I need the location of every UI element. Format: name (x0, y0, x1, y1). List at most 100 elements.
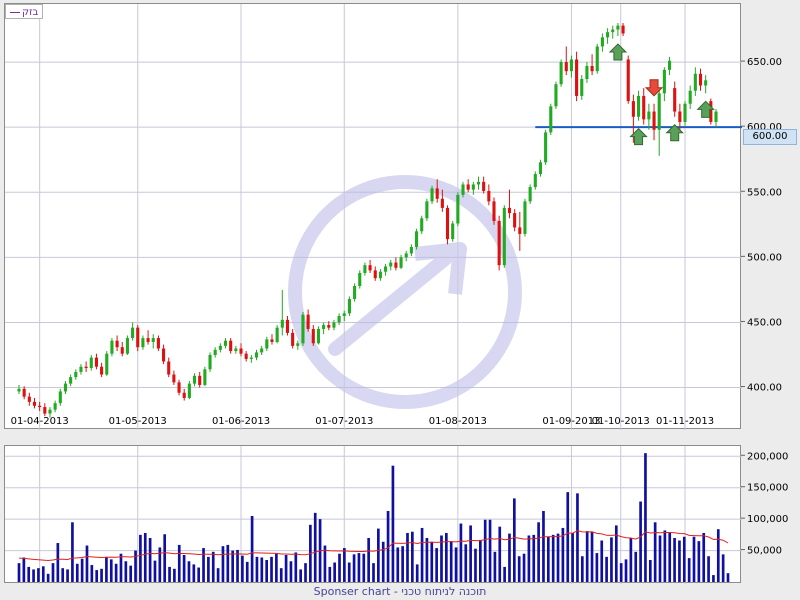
volume-bar (241, 555, 244, 582)
volume-bar (454, 547, 458, 582)
candle-body (580, 79, 584, 96)
volume-bar (697, 541, 701, 582)
volume-bar (211, 551, 215, 582)
candlestick (306, 309, 310, 332)
volume-bar (173, 568, 176, 582)
candlestick (667, 56, 672, 76)
volume-bar (139, 534, 142, 582)
volume-bar (168, 566, 171, 582)
candle-body (192, 375, 197, 384)
volume-bar (328, 566, 332, 582)
price-axis-label: 650.00 (747, 57, 782, 68)
volume-bar (158, 547, 162, 582)
candlestick (115, 335, 119, 352)
candlestick (637, 90, 641, 121)
candle-body (626, 59, 630, 102)
candle-body (94, 357, 98, 367)
candlestick (497, 215, 501, 271)
candlestick (167, 357, 171, 378)
volume-bar (479, 539, 482, 582)
candlestick (363, 262, 367, 276)
volume-bar (411, 531, 414, 582)
date-axis-label: 01-08-2013 (429, 416, 487, 427)
candle-body (327, 325, 331, 328)
volume-bar (678, 540, 681, 582)
candlestick (48, 407, 52, 418)
candle-body (358, 272, 362, 286)
candle-body (409, 246, 413, 254)
volume-bar (517, 556, 521, 582)
candlestick (177, 379, 181, 396)
volume-chart[interactable] (5, 446, 742, 584)
candle-body (53, 403, 57, 410)
candlestick (533, 171, 537, 190)
volume-bar (66, 569, 69, 582)
candle-body (172, 374, 176, 383)
candlestick (673, 81, 677, 117)
candlestick (208, 352, 212, 372)
volume-bar (682, 536, 686, 582)
date-axis-label: 01-04-2013 (11, 416, 69, 427)
candlestick (203, 366, 207, 387)
candlestick (239, 343, 243, 357)
volume-bar (299, 569, 302, 582)
candle-body (683, 103, 687, 122)
candle-body (435, 188, 439, 199)
volume-bar (551, 534, 555, 582)
candlestick (280, 289, 284, 336)
volume-bar (260, 557, 264, 582)
candlestick (538, 159, 543, 177)
candle-body (518, 227, 522, 234)
volume-bar (401, 546, 404, 582)
volume-bar (270, 556, 273, 582)
candlestick (192, 373, 197, 387)
candlestick (683, 101, 687, 126)
volume-bar (372, 563, 375, 582)
candle-body (502, 207, 506, 266)
price-panel[interactable]: 01-04-2013 01-05-2013 01-06-2013 01-07-2013… (4, 3, 742, 430)
candlestick (368, 259, 372, 273)
volume-bar (576, 493, 579, 582)
candlestick (84, 361, 88, 372)
volume-bar (197, 567, 201, 582)
volume-bar (71, 522, 74, 582)
candle-body (606, 32, 610, 38)
volume-panel[interactable] (4, 445, 742, 584)
candle-body (461, 184, 465, 195)
candle-body (471, 184, 475, 190)
candle-body (611, 29, 615, 33)
candlestick (244, 351, 248, 362)
candlestick (74, 369, 78, 380)
price-chart[interactable]: 01-04-2013 01-05-2013 01-06-2013 01-07-2013… (5, 4, 742, 430)
candle-body (399, 257, 403, 268)
arrow-up-icon (629, 127, 648, 146)
volume-bar (236, 549, 239, 582)
volume-bar (202, 548, 205, 582)
volume-bar (100, 568, 103, 582)
candle-body (244, 353, 248, 359)
volume-bar (624, 559, 628, 582)
candlestick (590, 54, 594, 76)
volume-bar (367, 538, 370, 582)
volume-bar (61, 568, 65, 582)
legend-item[interactable]: בזק (5, 4, 44, 19)
buy-signal-arrow (696, 100, 715, 118)
candlestick (265, 336, 269, 352)
date-axis-label: 01-05-2013 (109, 416, 167, 427)
candle-body (378, 271, 382, 279)
volume-bar (124, 561, 128, 582)
volume-bar (114, 563, 118, 582)
volume-bar (440, 535, 443, 582)
volume-bar (493, 551, 497, 582)
candlestick (471, 181, 475, 195)
volume-bar (129, 565, 133, 582)
candle-body (223, 340, 228, 346)
date-axis-label: 01-09-2013 (542, 416, 600, 427)
candle-body (213, 349, 217, 355)
candlestick (316, 326, 321, 345)
volume-bar (323, 545, 327, 582)
arrow-down-icon (644, 79, 664, 97)
candlestick (569, 55, 573, 78)
candle-body (492, 201, 496, 221)
candlestick (270, 334, 274, 345)
